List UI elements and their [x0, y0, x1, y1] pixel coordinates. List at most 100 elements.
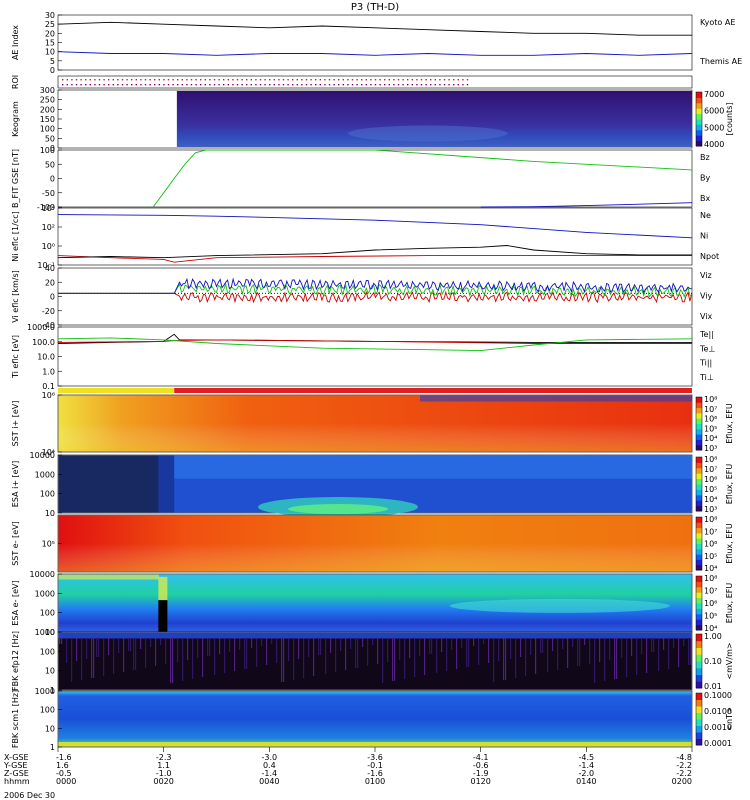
spectrogram-stripe: [535, 638, 537, 674]
roi-dot: [342, 79, 344, 81]
y-tick-label: 100: [40, 647, 55, 656]
roi-dot: [402, 79, 404, 81]
spectrogram-stripe: [530, 638, 532, 655]
y-tick-label: 10⁴: [42, 204, 55, 213]
y-tick-label: 0: [50, 293, 55, 302]
roi-dot: [121, 79, 124, 81]
colorbar-band: [696, 559, 702, 566]
spectrogram-stripe: [505, 638, 507, 680]
colorbar-tick-label: 0.01: [704, 682, 722, 691]
legend-entry: Vix: [700, 312, 713, 321]
spectrogram-stripe: [298, 638, 300, 659]
spectrogram-stripe: [609, 638, 611, 660]
roi-dot: [411, 84, 413, 86]
spectrogram-stripe: [71, 638, 73, 682]
colorbar-band: [696, 738, 702, 746]
colorbar-label: <nT>: [725, 707, 734, 730]
roi-dot: [213, 84, 216, 86]
colorbar-band: [696, 661, 702, 669]
spectrogram-stripe: [636, 638, 638, 675]
roi-dot: [310, 79, 312, 81]
spectrogram-stripe: [663, 638, 665, 650]
x-tick-label: -2.2: [676, 769, 692, 778]
spectrogram-stripe: [320, 638, 322, 655]
spectrogram-stripe: [276, 638, 278, 663]
legend-entry: Te||: [699, 330, 714, 339]
roi-dot: [121, 84, 124, 86]
colorbar-tick-label: 10⁶: [704, 475, 717, 484]
y-axis-label: Vi eflc [km/s]: [11, 270, 20, 323]
spectrogram-stripe: [133, 638, 135, 670]
colorbar-band: [696, 473, 702, 480]
spectrogram-dark: [58, 455, 159, 513]
colorbar-band: [696, 548, 702, 555]
roi-dot: [365, 84, 367, 86]
roi-dot: [351, 79, 354, 81]
spectrogram-stripe: [668, 638, 670, 669]
y-tick-label: 50: [45, 160, 55, 169]
y-tick-label: 1000: [35, 628, 55, 637]
panel-fbk_b: FBK scm1 [Hz] 1 10 100 1000 0.0001 0.0010 0.010…: [11, 687, 734, 752]
x-axis-row-label: X-GSE: [4, 753, 29, 762]
colorbar-band: [696, 124, 702, 131]
roi-dot: [80, 79, 82, 81]
legend-entry: Bx: [700, 194, 710, 203]
spectrogram-stripe: [81, 638, 83, 680]
colorbar-band: [696, 407, 702, 414]
roi-dot: [259, 84, 262, 86]
colorbar-band: [696, 699, 702, 707]
colorbar-tick-label: 10⁸: [704, 515, 717, 524]
panel-bfield: B_FIT GSE [nT] -100 -50 0 50 100 Bz By Bx: [11, 146, 710, 212]
y-tick-label: 10: [45, 724, 55, 733]
spectrogram-band: [174, 455, 692, 479]
roi-dot: [135, 84, 137, 86]
colorbar-band: [696, 92, 702, 98]
roi-dot: [328, 79, 331, 81]
colorbar-band: [696, 706, 702, 713]
spectrogram-stripe: [604, 638, 606, 681]
legend-entry: Npot: [700, 252, 719, 261]
spectrogram-image: [58, 632, 692, 690]
legend-entry: Themis AE: [699, 57, 742, 66]
colorbar: 10⁴ 10⁵ 10⁶ 10⁷ 10⁸ Eflux, EFU: [695, 574, 734, 633]
spectrogram-stripe: [187, 638, 189, 660]
spectrogram-stripe: [658, 638, 660, 671]
roi-dot: [384, 79, 386, 81]
roi-dot: [379, 79, 381, 81]
colorbar-band: [696, 712, 702, 720]
roi-dot: [200, 79, 202, 81]
spectrogram-stripe: [303, 638, 305, 678]
spectrogram-stripe: [214, 638, 216, 675]
colorbar-band: [696, 457, 702, 463]
roi-dot: [425, 84, 427, 86]
roi-dot: [85, 84, 87, 86]
roi-dot: [448, 79, 450, 81]
time-axis: X-GSEY-GSEZ-GSEhhmm-1.61.6-0.50000-2.31.…: [3, 747, 693, 786]
spectrogram-stripe: [510, 638, 512, 659]
colorbar-band: [696, 489, 702, 496]
spectrogram-stripe: [91, 638, 93, 678]
roi-dot: [177, 84, 179, 86]
roi-dot: [374, 84, 377, 86]
spectrogram-stripe: [456, 638, 458, 669]
colorbar-band: [696, 654, 702, 662]
colorbar-band: [696, 428, 702, 435]
roi-dot: [126, 84, 128, 86]
y-tick-label: 10000: [30, 570, 55, 579]
series-line: [57, 214, 693, 239]
spectrogram-stripe: [493, 638, 495, 682]
spectrogram-stripe: [108, 638, 110, 655]
spectrogram-stripe: [219, 638, 221, 654]
colorbar-frame: [695, 396, 703, 451]
spectrogram-stripe: [135, 638, 137, 670]
colorbar-band: [696, 725, 702, 733]
colorbar-tick-label: 4000: [704, 140, 724, 149]
y-tick-label: 25: [45, 20, 55, 29]
spectrogram-stripe: [399, 638, 401, 660]
spectrogram-overlay: [58, 515, 692, 572]
roi-dot: [453, 84, 455, 86]
spectrogram-region: [158, 455, 175, 513]
figure-title: P3 (TH-D): [351, 2, 399, 13]
